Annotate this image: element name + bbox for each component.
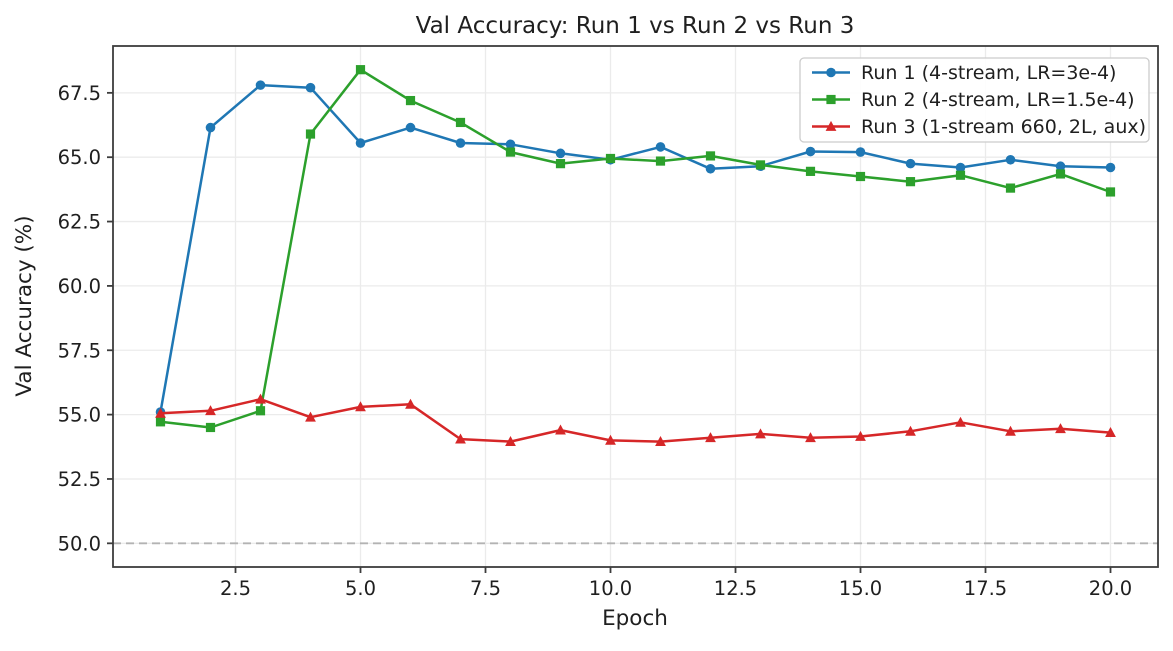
data-point-triangle — [605, 434, 616, 445]
data-point-triangle — [955, 416, 966, 427]
y-tick-label: 55.0 — [58, 404, 101, 427]
data-point-circle — [1105, 162, 1116, 173]
y-tick-label: 60.0 — [58, 275, 101, 298]
data-point-square — [1005, 183, 1016, 193]
data-point-triangle — [655, 436, 666, 447]
data-point-triangle — [405, 398, 416, 409]
data-point-triangle — [555, 424, 566, 435]
x-tick-label: 7.5 — [470, 577, 501, 600]
x-tick-label: 2.5 — [220, 577, 251, 600]
data-point-circle — [826, 67, 836, 78]
data-point-triangle — [905, 425, 916, 436]
data-point-square — [805, 166, 816, 176]
data-point-square — [655, 156, 666, 166]
data-point-square — [255, 406, 266, 416]
data-point-square — [905, 177, 916, 187]
data-point-square — [1105, 187, 1116, 197]
data-point-triangle — [805, 432, 816, 443]
data-point-circle — [505, 139, 516, 150]
data-point-circle — [655, 142, 666, 152]
data-point-square — [826, 94, 836, 105]
data-point-circle — [705, 163, 716, 174]
legend-box — [799, 57, 1150, 143]
y-tick-label: 67.5 — [58, 82, 101, 105]
chart-title: Val Accuracy: Run 1 vs Run 2 vs Run 3 — [416, 13, 855, 39]
data-point-square — [405, 95, 416, 106]
data-point-triangle — [1105, 427, 1116, 438]
data-point-triangle — [855, 430, 866, 441]
data-point-square — [705, 151, 716, 161]
series-line-run-3 — [159, 397, 1112, 443]
data-point-triangle — [1005, 425, 1016, 436]
x-tick-label: 17.5 — [964, 577, 1007, 600]
x-tick-label: 10.0 — [589, 577, 632, 600]
data-point-circle — [1055, 161, 1066, 172]
series-layer — [155, 65, 1116, 447]
x-tick-label: 12.5 — [714, 577, 757, 600]
legend: Run 1 (4-stream, LR=3e-4) Run 2 (4-stream… — [799, 57, 1150, 143]
data-point-circle — [805, 146, 816, 157]
data-point-circle — [355, 138, 366, 148]
legend-item-label: Run 2 (4-stream, LR=1.5e-4) — [861, 89, 1135, 111]
data-point-triangle — [255, 393, 266, 404]
data-point-triangle — [825, 120, 837, 131]
data-point-square — [455, 117, 466, 128]
legend-item-label: Run 1 (4-stream, LR=3e-4) — [861, 62, 1116, 84]
data-point-square — [855, 171, 866, 182]
data-point-circle — [905, 158, 916, 169]
legend-item-label: Run 3 (1-stream 660, 2L, aux) — [861, 116, 1146, 138]
x-tick-label: 5.0 — [345, 577, 376, 600]
y-tick-label: 57.5 — [58, 339, 101, 362]
x-tick-label: 20.0 — [1089, 577, 1132, 600]
x-tick-label: 15.0 — [839, 577, 882, 600]
data-point-circle — [855, 147, 866, 157]
x-axis-label: Epoch — [602, 606, 668, 631]
y-tick-label: 62.5 — [58, 211, 101, 234]
data-point-triangle — [305, 411, 316, 422]
data-point-circle — [205, 122, 216, 133]
data-point-square — [1055, 169, 1066, 179]
y-tick-label: 50.0 — [58, 532, 101, 555]
data-point-triangle — [1055, 423, 1066, 434]
data-point-circle — [1005, 154, 1016, 165]
series-line-run-1 — [159, 83, 1112, 414]
data-point-circle — [255, 80, 266, 90]
data-point-triangle — [705, 432, 716, 443]
data-point-square — [555, 159, 566, 169]
axes-layer — [107, 45, 1159, 573]
data-point-triangle — [205, 405, 216, 416]
y-tick-label: 65.0 — [58, 146, 101, 169]
y-tick-label: 52.5 — [58, 468, 101, 491]
legend-item-run-2: Run 2 (4-stream, LR=1.5e-4) — [812, 89, 1135, 111]
plot-border — [112, 45, 1159, 568]
series-run-3 — [155, 393, 1116, 447]
data-point-square — [605, 153, 616, 164]
data-point-square — [755, 160, 766, 170]
data-point-circle — [405, 122, 416, 133]
data-point-triangle — [455, 433, 466, 444]
legend-item-run-1: Run 1 (4-stream, LR=3e-4) — [812, 62, 1116, 84]
data-point-square — [155, 417, 166, 427]
data-point-triangle — [505, 436, 516, 447]
data-point-triangle — [355, 401, 366, 412]
data-point-square — [505, 147, 516, 157]
series-line-run-2 — [159, 68, 1112, 429]
data-point-square — [305, 129, 316, 139]
data-point-circle — [555, 148, 566, 159]
y-axis-label: Val Accuracy (%) — [12, 215, 37, 396]
tick-labels-layer: 2.5 5.0 7.5 10.0 12.5 15.0 17.5 20.0 50.0 52.5 55.… — [58, 82, 1133, 600]
data-point-circle — [305, 82, 316, 93]
data-point-square — [955, 170, 966, 180]
legend-item-run-3: Run 3 (1-stream 660, 2L, aux) — [812, 116, 1146, 138]
data-point-circle — [455, 138, 466, 148]
data-point-triangle — [155, 407, 166, 418]
series-run-2 — [155, 65, 1116, 433]
data-point-square — [205, 422, 216, 433]
data-point-square — [355, 65, 366, 75]
data-point-triangle — [755, 428, 766, 439]
data-point-circle — [955, 162, 966, 173]
